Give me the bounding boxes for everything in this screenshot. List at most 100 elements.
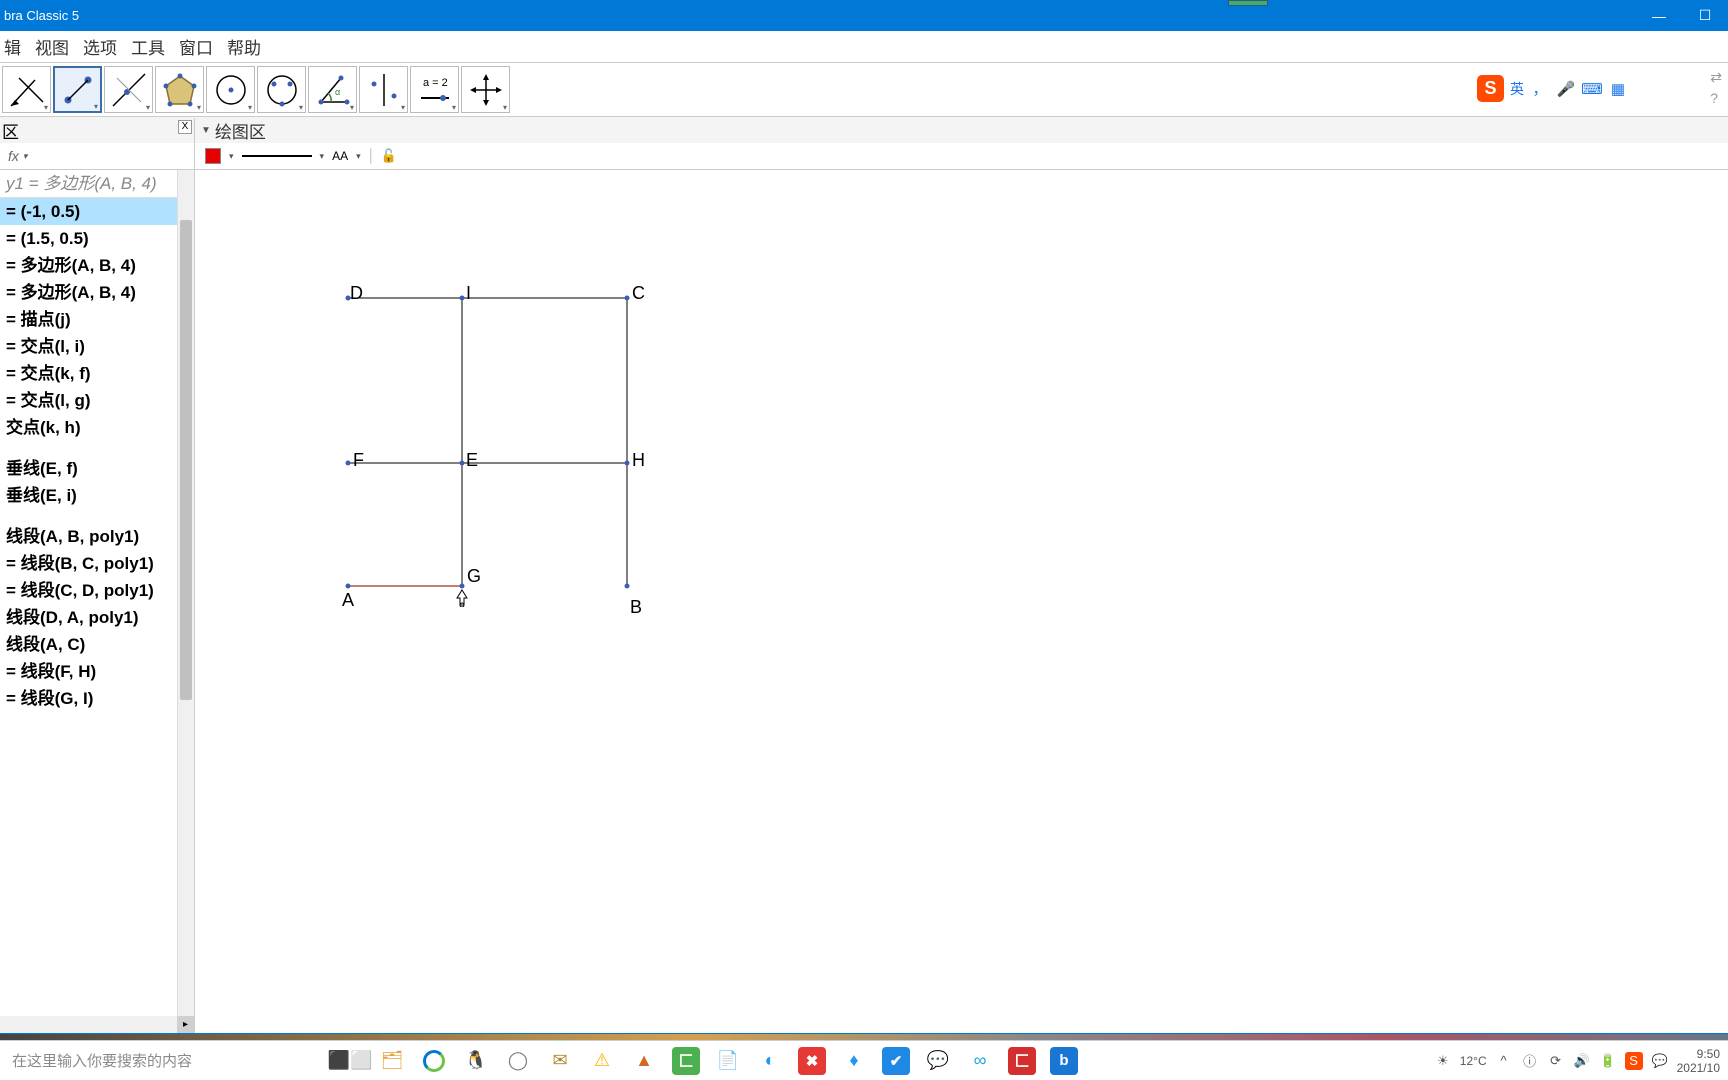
algebra-item[interactable]: = 线段(C, D, poly1) [0,577,194,604]
graphics-panel-header: ▼ 绘图区 [195,118,266,143]
tool-polygon[interactable]: ▾ [155,66,204,113]
algebra-item[interactable]: = 交点(l, i) [0,333,194,360]
tray-date: 2021/10 [1677,1061,1720,1075]
task-geogebra[interactable]: ◯ [504,1047,532,1075]
task-app3[interactable]: ✖ [798,1047,826,1075]
algebra-item[interactable]: = (-1, 0.5) [0,198,194,225]
point-label-G: G [467,566,481,587]
tool-slider[interactable]: a = 2▾ [410,66,459,113]
graphics-dropdown-icon[interactable]: ▼ [201,125,211,136]
color-picker[interactable] [205,148,221,164]
tool-ellipse[interactable]: ▾ [257,66,306,113]
lock-icon[interactable]: 🔓 [381,148,397,164]
tray-ime-icon[interactable]: S [1625,1052,1643,1070]
algebra-item[interactable]: = 线段(G, I) [0,685,194,712]
task-view-icon[interactable]: ⬛⬜ [336,1047,364,1075]
tray-action-icon[interactable]: 💬 [1651,1052,1669,1070]
menu-edit[interactable]: 辑 [0,32,25,61]
tool-move[interactable]: ▾ [2,66,51,113]
task-app1[interactable]: ▲ [630,1047,658,1075]
font-size-picker[interactable]: AA [332,149,348,163]
algebra-item[interactable]: = 线段(F, H) [0,658,194,685]
menu-window[interactable]: 窗口 [175,32,217,61]
task-explorer[interactable]: 🗂 [378,1047,406,1075]
menu-tools[interactable]: 工具 [127,32,169,61]
algebra-item[interactable]: 线段(D, A, poly1) [0,604,194,631]
ime-icon[interactable]: S [1477,75,1504,102]
ime-comma[interactable]: ， [1530,79,1550,99]
algebra-item[interactable]: = 多边形(A, B, 4) [0,252,194,279]
algebra-close-button[interactable]: X [178,120,192,134]
task-warning[interactable]: ⚠ [588,1047,616,1075]
algebra-item[interactable]: = 多边形(A, B, 4) [0,279,194,306]
point-label-C: C [632,283,645,304]
task-app2[interactable]: 匚 [672,1047,700,1075]
menu-help[interactable]: 帮助 [223,32,265,61]
task-qq[interactable]: 🐧 [462,1047,490,1075]
weather-icon[interactable]: ☀ [1434,1052,1452,1070]
minimize-button[interactable]: — [1636,0,1682,31]
titlebar: bra Classic 5 — ☐ [0,0,1728,31]
tray-wifi-icon[interactable]: ⟳ [1547,1052,1565,1070]
graphics-panel[interactable]: ABCDEFGHI [195,170,1728,1033]
mic-icon[interactable]: 🎤 [1556,79,1576,99]
task-app4[interactable]: ♦ [840,1047,868,1075]
task-wechat[interactable]: 💬 [924,1047,952,1075]
svg-text:α: α [335,87,340,97]
algebra-item[interactable]: 线段(A, B, poly1) [0,523,194,550]
point-label-B: B [630,597,642,618]
input-toggle-icon[interactable]: ⇄ [1710,69,1722,86]
algebra-item[interactable]: = 描点(j) [0,306,194,333]
algebra-list[interactable]: y1 = 多边形(A, B, 4) = (-1, 0.5)= (1.5, 0.5… [0,170,194,1033]
tool-point[interactable]: ▾ [53,66,102,113]
line-style-picker[interactable] [242,155,312,157]
algebra-item[interactable]: = 线段(B, C, poly1) [0,550,194,577]
algebra-item[interactable]: 垂线(E, i) [0,482,194,509]
task-mail[interactable]: ✉ [546,1047,574,1075]
keyboard-icon[interactable]: ⌨ [1582,79,1602,99]
search-input[interactable]: 在这里输入你要搜索的内容 [6,1046,316,1076]
formula-bar[interactable]: fx▾ [0,143,195,169]
tray-battery-icon[interactable]: 🔋 [1599,1052,1617,1070]
task-app6[interactable]: ∞ [966,1047,994,1075]
svg-text:a = 2: a = 2 [423,77,448,89]
algebra-item[interactable]: 线段(A, C) [0,631,194,658]
tool-angle[interactable]: α▾ [308,66,357,113]
system-tray: ☀ 12°C ^ ⓘ ⟳ 🔊 🔋 S 💬 9:50 2021/10 [1434,1047,1728,1075]
algebra-item[interactable]: 交点(k, h) [0,414,194,441]
tool-move-view[interactable]: ▾ [461,66,510,113]
tool-reflect[interactable]: ▾ [359,66,408,113]
task-notes[interactable]: 📄 [714,1047,742,1075]
algebra-item[interactable]: 垂线(E, f) [0,455,194,482]
tray-clock[interactable]: 9:50 2021/10 [1677,1047,1720,1075]
algebra-panel: y1 = 多边形(A, B, 4) = (-1, 0.5)= (1.5, 0.5… [0,170,195,1033]
task-app7[interactable]: 匚 [1008,1047,1036,1075]
task-edge[interactable] [420,1047,448,1075]
task-app5[interactable]: ✔ [882,1047,910,1075]
graphics-title: 绘图区 [215,118,266,143]
grid-icon[interactable]: ▦ [1608,79,1628,99]
task-app8[interactable]: b [1050,1047,1078,1075]
ime-lang[interactable]: 英 [1510,79,1524,99]
menubar: 辑 视图 选项 工具 窗口 帮助 [0,31,1728,62]
ime-bar: S 英 ， 🎤 ⌨ ▦ [1477,75,1628,102]
tool-circle[interactable]: ▾ [206,66,255,113]
tray-up-icon[interactable]: ^ [1495,1052,1513,1070]
task-dingtalk[interactable]: ◐ [756,1047,784,1075]
point-label-D: D [350,283,363,304]
algebra-scrollbar[interactable] [177,170,194,1016]
menu-view[interactable]: 视图 [31,32,73,61]
menu-options[interactable]: 选项 [79,32,121,61]
help-icon[interactable]: ? [1710,90,1722,106]
algebra-item[interactable]: = 交点(l, g) [0,387,194,414]
tool-line[interactable]: ▾ [104,66,153,113]
tray-volume-icon[interactable]: 🔊 [1573,1052,1591,1070]
algebra-item[interactable]: = (1.5, 0.5) [0,225,194,252]
tray-cloud-icon[interactable]: ⓘ [1521,1052,1539,1070]
title-decoration [1228,0,1268,6]
search-placeholder: 在这里输入你要搜索的内容 [12,1050,192,1071]
algebra-item[interactable]: = 交点(k, f) [0,360,194,387]
point-label-F: F [353,450,364,471]
algebra-hscrollbar[interactable]: ▸ [0,1016,194,1033]
maximize-button[interactable]: ☐ [1682,0,1728,31]
